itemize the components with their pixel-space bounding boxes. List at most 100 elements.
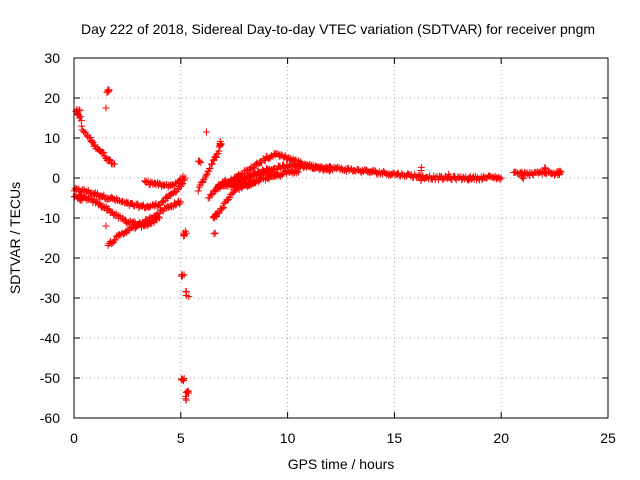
y-tick-label: -20 <box>40 250 60 266</box>
data-point-cluster-16 <box>417 163 425 171</box>
y-axis-label: SDTVAR / TECUs <box>7 182 23 294</box>
x-tick-label: 5 <box>177 430 185 446</box>
data-point-arc-h <box>220 199 228 207</box>
data-point-arc-f <box>209 157 217 165</box>
data-point-cluster-13 <box>211 229 219 237</box>
data-point-arc-d <box>154 213 162 221</box>
y-tick-label: 0 <box>52 170 60 186</box>
data-point-cluster-21 <box>541 164 549 172</box>
axis-ticks <box>73 57 609 419</box>
data-point-arc-j <box>326 163 334 171</box>
x-tick-label: 20 <box>493 430 509 446</box>
data-point-cluster-22 <box>555 171 563 179</box>
data-point-arc-a <box>155 201 163 209</box>
data-point-cluster-8 <box>178 375 186 383</box>
data-point-arc-d <box>114 232 122 240</box>
data-point-arc-b <box>104 205 112 213</box>
data-point-arc-b <box>126 217 134 225</box>
data-point-arc-h <box>275 171 283 179</box>
data-point-arc-d <box>111 236 119 244</box>
data-point-cluster-15 <box>211 212 219 220</box>
data-point-arc-b <box>118 214 126 222</box>
data-point-arc-c <box>78 122 86 130</box>
data-point-cluster-13 <box>210 230 218 238</box>
x-axis-label: GPS time / hours <box>288 456 395 472</box>
data-point-arc-j <box>496 175 504 183</box>
data-point-cluster-17 <box>417 176 425 184</box>
y-tick-label: -40 <box>40 330 60 346</box>
data-point-arc-j <box>497 174 505 182</box>
x-tick-label: 10 <box>280 430 296 446</box>
data-point-arc-a <box>71 184 79 192</box>
data-point-cluster-9 <box>184 389 192 397</box>
data-point-arc-d <box>155 214 163 222</box>
data-point-arc-h <box>219 203 227 211</box>
y-tick-label: 20 <box>44 90 60 106</box>
data-point-arc-b <box>97 202 105 210</box>
plot-frame <box>73 57 609 419</box>
data-point-arc-e <box>179 172 187 180</box>
data-point-cluster-15 <box>212 212 220 220</box>
data-point-cluster-19 <box>467 174 475 182</box>
data-point-cluster-12 <box>216 138 224 146</box>
data-point-arc-h <box>224 195 232 203</box>
data-point-arc-c <box>91 141 99 149</box>
data-point-arc-h <box>226 194 234 202</box>
data-point-arc-j <box>424 173 432 181</box>
data-point-arc-k <box>252 178 260 186</box>
data-point-arc-i <box>250 164 258 172</box>
data-point-cluster-8 <box>180 375 188 383</box>
data-point-cluster-6 <box>178 272 186 280</box>
data-point-cluster-4 <box>78 193 86 201</box>
data-points <box>70 86 565 404</box>
y-tick-labels: -60 -50 -40 -30 -20 -10 0 10 20 30 <box>40 50 60 426</box>
data-point-cluster-0 <box>74 108 82 116</box>
y-tick-label: 30 <box>44 50 60 66</box>
data-point-cluster-18 <box>445 173 453 181</box>
data-point-cluster-11 <box>202 128 210 136</box>
data-point-arc-j <box>277 165 285 173</box>
x-tick-label: 15 <box>387 430 403 446</box>
data-point-cluster-2 <box>102 104 110 112</box>
data-point-arc-f <box>208 160 216 168</box>
data-point-arc-g <box>206 194 214 202</box>
grid-lines <box>74 58 608 418</box>
data-point-arc-k <box>228 180 236 188</box>
y-tick-label: -60 <box>40 410 60 426</box>
y-tick-label: -50 <box>40 370 60 386</box>
data-point-cluster-20 <box>519 175 527 183</box>
data-point-arc-i <box>265 155 273 163</box>
data-point-cluster-6 <box>178 270 186 278</box>
y-tick-label: 10 <box>44 130 60 146</box>
data-point-cluster-1 <box>105 86 113 94</box>
y-tick-label: -10 <box>40 210 60 226</box>
x-tick-label: 25 <box>600 430 616 446</box>
data-point-arc-f <box>208 160 216 168</box>
data-point-cluster-3 <box>102 222 110 230</box>
data-point-cluster-5 <box>180 232 188 240</box>
data-point-arc-g <box>207 191 215 199</box>
data-point-arc-a <box>170 189 178 197</box>
data-point-arc-k <box>232 182 240 190</box>
data-point-cluster-20 <box>517 170 525 178</box>
data-point-arc-b <box>92 197 100 205</box>
data-point-arc-b <box>168 203 176 211</box>
data-point-arc-c <box>100 149 108 157</box>
data-point-arc-c <box>106 156 113 164</box>
data-point-arc-f <box>194 187 202 195</box>
data-point-arc-i <box>261 156 269 164</box>
data-point-cluster-20 <box>518 173 526 181</box>
data-point-arc-f <box>206 165 214 173</box>
data-point-cluster-9 <box>184 388 192 396</box>
data-point-arc-b <box>71 193 79 201</box>
data-point-arc-b <box>112 210 120 218</box>
data-point-arc-j <box>251 169 259 177</box>
data-point-cluster-10 <box>182 396 190 404</box>
data-point-arc-k <box>218 181 226 189</box>
data-point-arc-b <box>177 198 185 206</box>
data-point-arc-e <box>175 178 183 186</box>
data-point-arc-f <box>198 178 206 186</box>
data-point-arc-f <box>202 171 210 179</box>
